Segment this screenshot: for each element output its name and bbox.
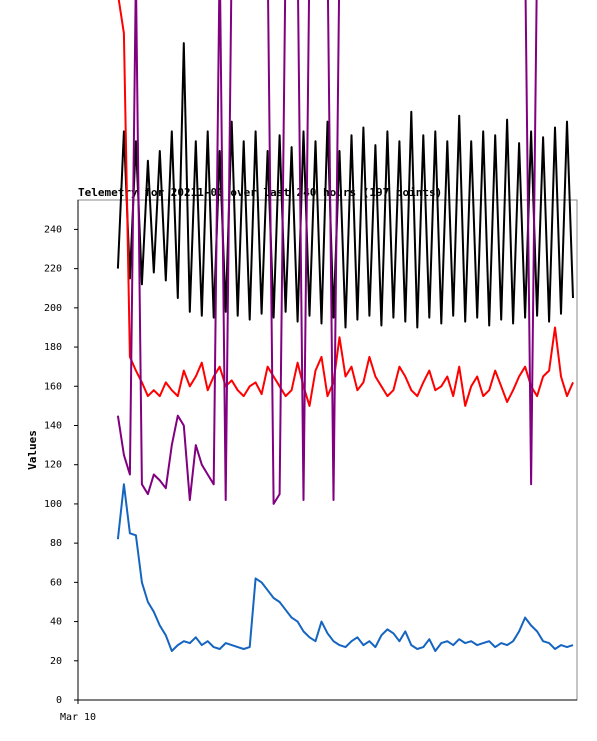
y-tick-label: 60 bbox=[50, 577, 62, 588]
y-axis-label: Values bbox=[26, 430, 39, 470]
series-line bbox=[116, 0, 538, 505]
series-line bbox=[116, 483, 574, 652]
y-tick-label: 140 bbox=[44, 420, 62, 431]
y-tick-label: 100 bbox=[44, 499, 62, 510]
y-tick-label: 180 bbox=[44, 342, 62, 353]
y-tick-label: 20 bbox=[50, 656, 62, 667]
x-tick-label: Mar 10 bbox=[60, 712, 96, 723]
y-tick-label: 200 bbox=[44, 303, 62, 314]
y-tick-label: 0 bbox=[56, 695, 62, 706]
y-tick-label: 240 bbox=[44, 224, 62, 235]
series-line bbox=[116, 42, 574, 329]
y-tick-label: 80 bbox=[50, 538, 62, 549]
y-tick-label: 40 bbox=[50, 617, 62, 628]
y-tick-label: 160 bbox=[44, 381, 62, 392]
y-tick-label: 120 bbox=[44, 460, 62, 471]
series-line bbox=[117, 0, 574, 407]
y-tick-label: 220 bbox=[44, 264, 62, 275]
